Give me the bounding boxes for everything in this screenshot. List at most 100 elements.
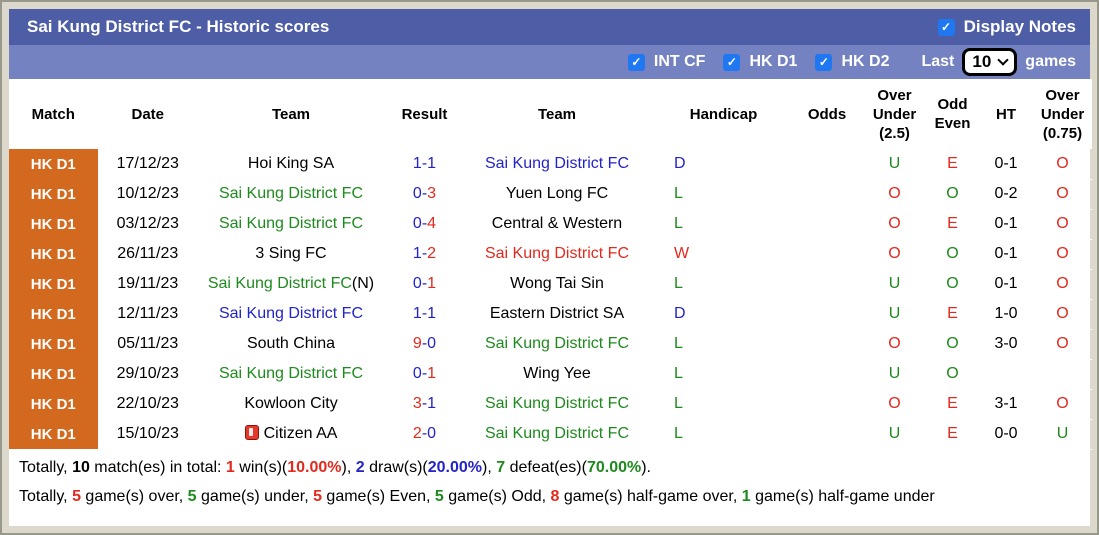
table-body: HK D1 17/12/23 Hoi King SA 1-1 Sai Kung Dist… (9, 149, 1092, 450)
col-home-team: Team (191, 79, 391, 149)
odd-even-cell: O (926, 269, 979, 300)
summary-segment: 2 (355, 458, 365, 476)
odds-cell (791, 209, 863, 240)
match-cell: HK D1 (9, 149, 105, 179)
away-team-cell: Sai Kung District FC (458, 419, 656, 450)
ht-cell: 3-1 (979, 389, 1033, 420)
handicap-cell: D (656, 149, 791, 180)
away-team-cell: Yuen Long FC (458, 179, 656, 210)
away-score: 1 (427, 395, 437, 412)
result-cell: 1-2 (391, 239, 458, 270)
table-row: HK D1 26/11/23 3 Sing FC 1-2 Sai Kung Distri… (9, 239, 1092, 270)
last-games-group: Last 10 games (921, 48, 1076, 76)
display-notes-checkbox[interactable] (937, 18, 955, 36)
title-bar: Sai Kung District FC - Historic scores D… (9, 9, 1090, 45)
hk-d1-checkbox[interactable] (723, 53, 741, 71)
home-score: 9 (412, 335, 422, 352)
away-score: 1 (427, 305, 437, 322)
match-cell: HK D1 (9, 329, 105, 359)
score-dash: - (421, 365, 428, 382)
over-under-075-cell: O (1033, 389, 1092, 420)
summary-segment: Totally, (19, 458, 73, 476)
last-games-value: 10 (972, 52, 992, 71)
over-under-075-cell: O (1033, 149, 1092, 180)
display-notes-group: Display Notes (937, 17, 1076, 37)
table-row: HK D1 22/10/23 Kowloon City 3-1 Sai Kung Dis… (9, 389, 1092, 420)
col-result: Result (391, 79, 458, 149)
odds-cell (791, 179, 863, 210)
result-cell: 9-0 (391, 329, 458, 360)
summary-segment: draw(s)( (364, 458, 428, 476)
summary-segment: game(s) Odd, (443, 487, 551, 505)
ht-cell: 0-1 (979, 149, 1033, 180)
summary-segment: game(s) under, (196, 487, 314, 505)
home-team-cell: Kowloon City (191, 389, 391, 420)
date-cell: 29/10/23 (101, 359, 191, 390)
table-row: HK D1 15/10/23 Citizen AA 2-0 Sai Kung Distr… (9, 419, 1092, 450)
home-score: 3 (412, 395, 422, 412)
over-under-075-cell: O (1033, 209, 1092, 240)
filter-checkbox-group: HK D1 (723, 53, 797, 71)
match-cell: HK D1 (9, 389, 105, 419)
table-area: Match Date Team Result Team Handicap Odd… (9, 79, 1092, 526)
date-cell: 12/11/23 (101, 299, 191, 330)
summary-segment: match(es) in total: (89, 458, 226, 476)
handicap-cell: L (656, 209, 791, 240)
score-dash: - (421, 185, 428, 202)
table-row: HK D1 03/12/23 Sai Kung District FC 0-4 Cent… (9, 209, 1092, 240)
odd-even-cell: O (926, 239, 979, 270)
score-dash: - (421, 245, 428, 262)
home-team-cell: Sai Kung District FC (191, 179, 391, 210)
result-cell: 0-4 (391, 209, 458, 240)
match-cell: HK D1 (9, 179, 105, 209)
odd-even-cell: E (926, 149, 979, 180)
score-dash: - (421, 305, 428, 322)
table-row: HK D1 19/11/23 Sai Kung District FC(N) 0-1 W… (9, 269, 1092, 300)
ht-cell: 1-0 (979, 299, 1033, 330)
handicap-cell: D (656, 299, 791, 330)
summary-segment: ), (482, 458, 497, 476)
away-team-cell: Wong Tai Sin (458, 269, 656, 300)
odds-cell (791, 419, 863, 450)
handicap-cell: L (656, 359, 791, 390)
odds-cell (791, 269, 863, 300)
handicap-cell: L (656, 419, 791, 450)
score-dash: - (421, 154, 428, 172)
summary-segment: 8 (550, 487, 560, 505)
date-cell: 17/12/23 (101, 149, 191, 180)
ht-cell: 0-2 (979, 179, 1033, 210)
over-under-25-cell: U (863, 359, 926, 390)
away-team-cell: Central & Western (458, 209, 656, 240)
summary-segment: ), (341, 458, 356, 476)
last-games-select[interactable]: 10 (962, 48, 1018, 76)
summary-segment: 1 (225, 458, 235, 476)
score-dash: - (421, 395, 428, 412)
odds-cell (791, 329, 863, 360)
int-cf-checkbox[interactable] (627, 53, 645, 71)
summary-segment: 5 (187, 487, 197, 505)
away-score: 0 (427, 425, 437, 442)
over-under-25-cell: O (863, 239, 926, 270)
ht-cell (979, 359, 1033, 390)
summary-segment: defeat(es)( (505, 458, 587, 476)
ht-cell: 0-1 (979, 269, 1033, 300)
over-under-25-cell: U (863, 299, 926, 330)
summary-segment: 20.00% (427, 458, 483, 476)
col-away-team: Team (458, 79, 656, 149)
ht-cell: 0-1 (979, 209, 1033, 240)
home-score: 0 (412, 365, 422, 382)
ht-cell: 0-1 (979, 239, 1033, 270)
away-score: 1 (427, 275, 437, 292)
col-date: Date (101, 79, 191, 149)
hk-d2-checkbox[interactable] (815, 53, 833, 71)
over-under-25-cell: O (863, 209, 926, 240)
games-label: games (1025, 53, 1076, 70)
result-cell: 2-0 (391, 419, 458, 450)
result-cell: 3-1 (391, 389, 458, 420)
date-cell: 10/12/23 (101, 179, 191, 210)
home-score: 1 (412, 305, 422, 322)
summary-segment: Totally, (19, 487, 73, 505)
away-score: 3 (427, 185, 437, 202)
away-score: 0 (427, 335, 437, 352)
